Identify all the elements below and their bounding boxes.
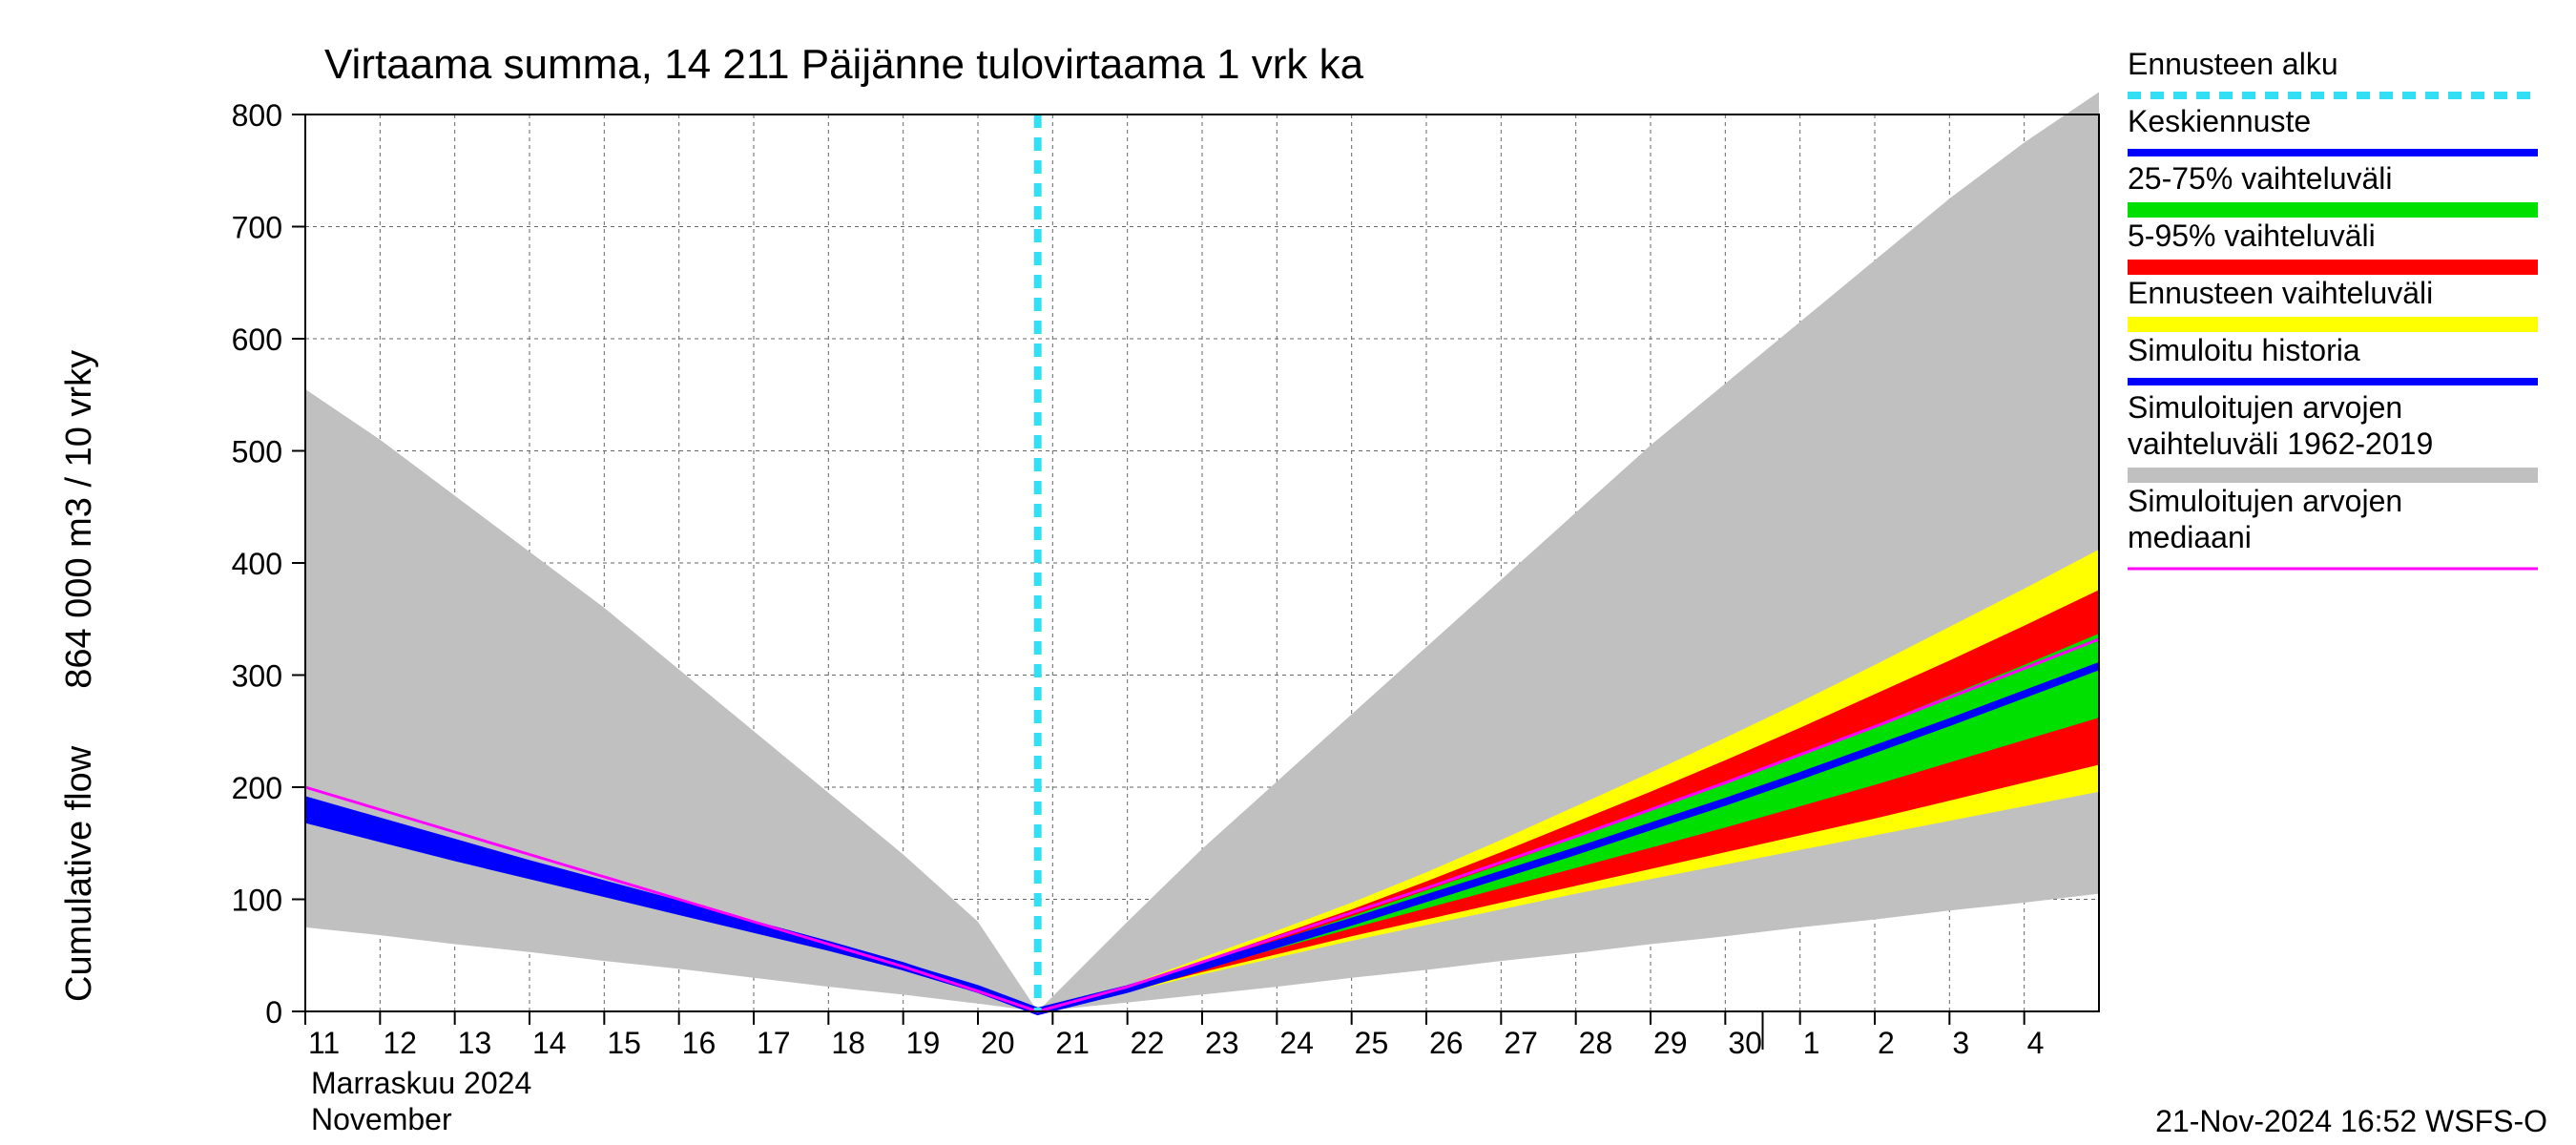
x-tick-label: 4 [2027,1026,2045,1060]
x-tick-label: 15 [607,1026,641,1060]
x-tick-label: 21 [1055,1026,1090,1060]
x-tick-label: 14 [532,1026,567,1060]
y-axis-label: Cumulative flow864 000 m3 / 10 vrky [59,350,99,1002]
x-tick-label: 18 [831,1026,865,1060]
legend-label: Simuloitujen arvojen [2128,390,2402,425]
x-tick-label: 2 [1878,1026,1895,1060]
x-tick-label: 27 [1504,1026,1538,1060]
x-tick-label: 28 [1579,1026,1613,1060]
x-tick-label: 20 [981,1026,1015,1060]
x-tick-label: 16 [682,1026,717,1060]
legend-label: Ennusteen vaihteluväli [2128,276,2433,310]
y-tick-label: 0 [265,995,282,1030]
y-tick-label: 300 [232,659,282,694]
y-tick-label: 700 [232,211,282,245]
legend-label: Keskiennuste [2128,104,2311,138]
x-tick-label: 17 [757,1026,791,1060]
x-tick-label: 29 [1653,1026,1688,1060]
x-tick-label: 12 [383,1026,417,1060]
x-tick-label: 30 [1728,1026,1762,1060]
x-tick-label: 26 [1429,1026,1464,1060]
x-tick-label: 19 [906,1026,941,1060]
chart-svg: 0100200300400500600700800111213141516171… [0,0,2576,1145]
legend-swatch [2128,317,2538,332]
x-tick-label: 24 [1279,1026,1314,1060]
chart-container: 0100200300400500600700800111213141516171… [0,0,2576,1145]
legend-label: mediaani [2128,520,2252,554]
legend-label: Simuloitujen arvojen [2128,484,2402,518]
x-tick-label: 3 [1952,1026,1969,1060]
legend-label: 25-75% vaihteluväli [2128,161,2393,196]
x-tick-label: 1 [1803,1026,1820,1060]
y-tick-label: 100 [232,884,282,918]
legend-label: 5-95% vaihteluväli [2128,219,2376,253]
y-tick-label: 200 [232,771,282,805]
x-tick-label: 11 [308,1026,340,1060]
x-tick-label: 13 [458,1026,492,1060]
y-tick-label: 600 [232,323,282,357]
legend-label: vaihteluväli 1962-2019 [2128,427,2433,461]
footer-timestamp: 21-Nov-2024 16:52 WSFS-O [2155,1104,2547,1138]
y-tick-label: 500 [232,435,282,469]
legend-label: Ennusteen alku [2128,47,2338,81]
legend-swatch [2128,260,2538,275]
y-tick-label: 800 [232,98,282,133]
x-tick-label: 25 [1355,1026,1389,1060]
chart-title: Virtaama summa, 14 211 Päijänne tulovirt… [324,41,1364,88]
y-tick-label: 400 [232,547,282,581]
legend-swatch [2128,202,2538,218]
month-label-fi: Marraskuu 2024 [311,1066,531,1100]
x-tick-label: 23 [1205,1026,1239,1060]
legend-swatch [2128,468,2538,483]
month-label-en: November [311,1102,452,1136]
legend-label: Simuloitu historia [2128,333,2360,367]
x-tick-label: 22 [1131,1026,1165,1060]
